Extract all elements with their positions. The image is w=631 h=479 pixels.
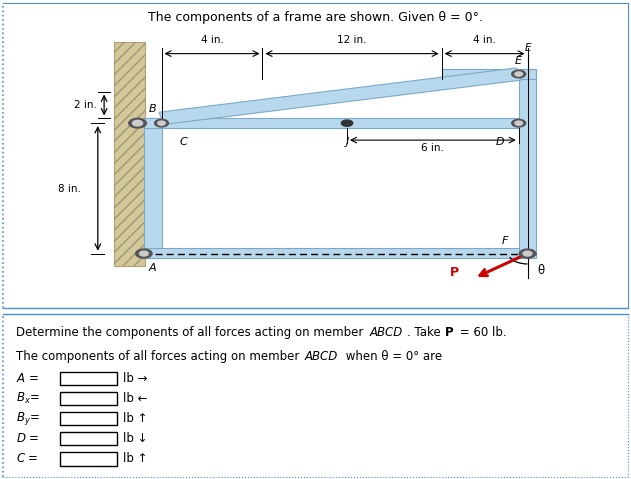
- Circle shape: [515, 72, 522, 76]
- Text: lb ↑: lb ↑: [123, 412, 148, 425]
- Circle shape: [139, 251, 148, 256]
- Text: The components of a frame are shown. Given θ = 0°.: The components of a frame are shown. Giv…: [148, 11, 483, 24]
- Text: $D$ =: $D$ =: [16, 432, 39, 445]
- Text: $C$ =: $C$ =: [16, 452, 38, 466]
- Bar: [144, 248, 536, 258]
- Bar: [60, 452, 117, 466]
- Text: Determine the components of all forces acting on member: Determine the components of all forces a…: [16, 326, 367, 340]
- Text: lb ↑: lb ↑: [123, 452, 148, 466]
- Text: P: P: [449, 266, 459, 279]
- Text: 4 in.: 4 in.: [201, 35, 223, 45]
- Circle shape: [512, 70, 526, 78]
- Text: . Take: . Take: [407, 326, 444, 340]
- Text: $A$ =: $A$ =: [16, 372, 38, 385]
- Bar: [144, 118, 162, 258]
- Circle shape: [129, 118, 146, 128]
- Bar: [60, 432, 117, 445]
- Text: lb →: lb →: [123, 372, 148, 385]
- Circle shape: [155, 119, 168, 127]
- Text: 4 in.: 4 in.: [473, 35, 496, 45]
- Text: when θ = 0° are: when θ = 0° are: [342, 350, 442, 364]
- Circle shape: [133, 120, 143, 126]
- Text: J: J: [345, 137, 349, 147]
- Circle shape: [512, 119, 526, 127]
- Text: lb ↓: lb ↓: [123, 432, 148, 445]
- Text: ABCD: ABCD: [369, 326, 403, 340]
- Text: F: F: [502, 236, 508, 246]
- Text: = 60 lb.: = 60 lb.: [456, 326, 506, 340]
- Text: The components of all forces acting on member: The components of all forces acting on m…: [16, 350, 303, 364]
- Bar: [114, 42, 145, 266]
- Text: B: B: [149, 104, 156, 114]
- Circle shape: [515, 121, 522, 125]
- Bar: [114, 42, 145, 266]
- Text: lb ←: lb ←: [123, 392, 148, 405]
- Text: 8 in.: 8 in.: [58, 183, 81, 194]
- Bar: [60, 412, 117, 425]
- Circle shape: [519, 249, 536, 258]
- Text: E: E: [524, 43, 531, 53]
- Text: 2 in.: 2 in.: [74, 100, 97, 110]
- Text: D: D: [496, 137, 505, 147]
- Bar: [442, 69, 536, 79]
- Circle shape: [341, 120, 353, 126]
- Bar: [519, 69, 536, 258]
- Text: ABCD: ABCD: [304, 350, 338, 364]
- Bar: [144, 118, 519, 128]
- Text: θ: θ: [538, 264, 545, 277]
- Circle shape: [523, 251, 532, 256]
- Text: 12 in.: 12 in.: [338, 35, 367, 45]
- Text: 6 in.: 6 in.: [422, 143, 444, 153]
- Text: $B_y$=: $B_y$=: [16, 410, 40, 427]
- Text: A: A: [149, 263, 156, 273]
- Text: $B_x$=: $B_x$=: [16, 391, 40, 406]
- Text: C: C: [179, 137, 187, 147]
- Bar: [60, 372, 117, 385]
- Circle shape: [136, 249, 152, 258]
- Bar: [60, 392, 117, 405]
- Text: P: P: [445, 326, 454, 340]
- Circle shape: [158, 121, 165, 125]
- Polygon shape: [159, 68, 521, 125]
- Text: E: E: [515, 56, 522, 66]
